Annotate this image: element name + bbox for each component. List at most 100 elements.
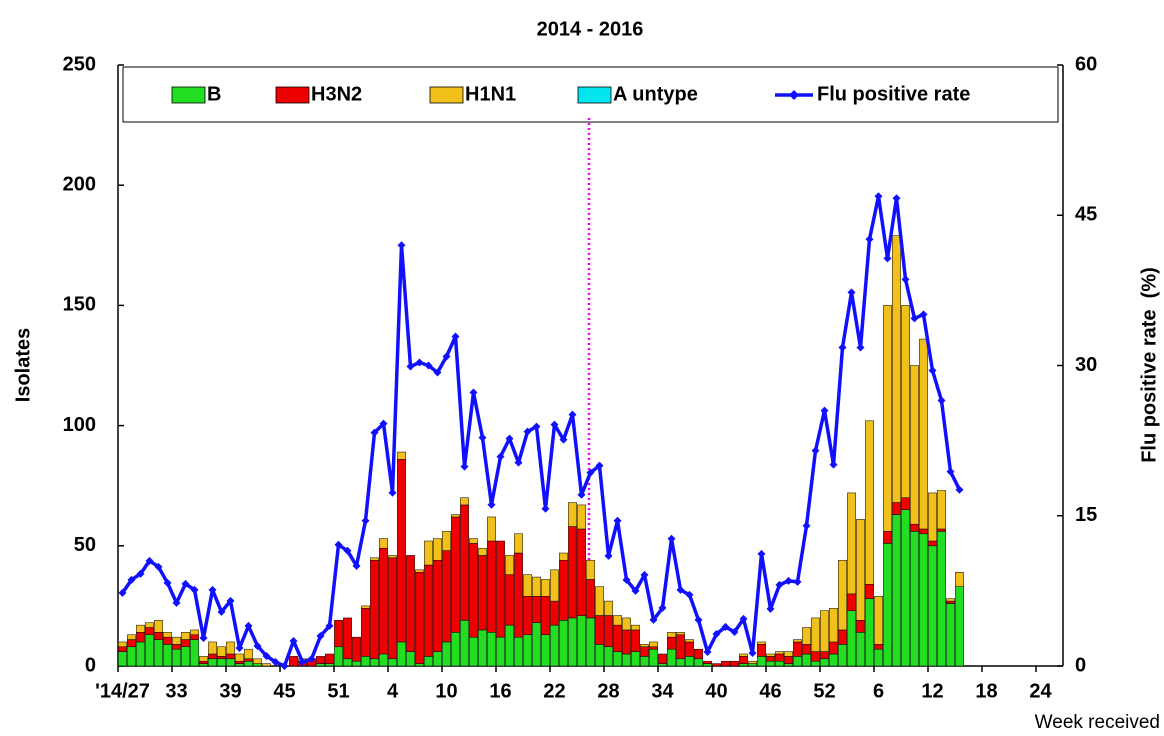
bar-segment xyxy=(613,624,622,652)
bar-segment xyxy=(928,545,937,667)
rate-marker xyxy=(541,504,550,513)
rate-marker xyxy=(199,633,208,642)
rate-marker xyxy=(802,521,811,530)
bar-segment xyxy=(820,610,829,652)
bar-segment xyxy=(172,636,181,645)
legend-label: B xyxy=(207,83,221,105)
bar-segment xyxy=(748,663,757,667)
bar-segment xyxy=(829,608,838,643)
bar-segment xyxy=(433,651,442,667)
rate-marker xyxy=(298,657,307,666)
bar-segment xyxy=(217,646,226,657)
bar-segment xyxy=(856,632,865,667)
rate-marker xyxy=(118,588,127,597)
rate-marker xyxy=(163,578,172,587)
bar-segment xyxy=(514,552,523,638)
rate-marker xyxy=(262,651,271,660)
x-tick-label: 16 xyxy=(489,680,511,702)
bar-segment xyxy=(901,509,910,667)
bar-segment xyxy=(694,658,703,667)
bar-segment xyxy=(595,644,604,667)
bar-segment xyxy=(928,540,937,547)
bar-segment xyxy=(595,615,604,645)
bar-segment xyxy=(766,660,775,667)
bar-segment xyxy=(649,648,658,667)
rate-marker xyxy=(676,585,685,594)
y-tick-label: 150 xyxy=(63,294,96,316)
bar-segment xyxy=(676,658,685,667)
bar-segment xyxy=(604,646,613,667)
bar-segment xyxy=(559,559,568,621)
bar-segment xyxy=(775,651,784,655)
bar-segment xyxy=(541,579,550,597)
bar-segment xyxy=(667,636,676,650)
rate-marker xyxy=(721,622,730,631)
bar-segment xyxy=(397,641,406,667)
bar-segment xyxy=(910,365,919,525)
y2-axis-title: Flu positive rate (%) xyxy=(1138,267,1160,463)
x-tick-label: 6 xyxy=(873,680,884,702)
bar-segment xyxy=(595,586,604,616)
rate-marker xyxy=(145,556,154,565)
bar-segment xyxy=(199,660,208,664)
bar-segment xyxy=(460,620,469,667)
bar-segment xyxy=(163,632,172,638)
bar-segment xyxy=(181,632,190,640)
bar-segment xyxy=(586,579,595,619)
rate-marker xyxy=(640,570,649,579)
legend-swatch xyxy=(171,86,206,104)
bar-segment xyxy=(685,641,694,657)
rate-marker xyxy=(406,362,415,371)
bar-segment xyxy=(145,627,154,635)
bar-segment xyxy=(532,622,541,667)
bar-segment xyxy=(901,305,910,498)
bar-segment xyxy=(874,644,883,650)
bar-segment xyxy=(406,651,415,667)
bar-segment xyxy=(379,538,388,549)
x-tick-label: 39 xyxy=(219,680,241,702)
bar-segment xyxy=(577,528,586,616)
x-tick-label: 10 xyxy=(435,680,457,702)
bar-segment xyxy=(640,656,649,667)
rate-marker xyxy=(253,641,262,650)
bar-segment xyxy=(784,651,793,657)
x-tick-label: 28 xyxy=(597,680,619,702)
bar-segment xyxy=(928,492,937,542)
bar-segment xyxy=(667,632,676,638)
bar-segment xyxy=(649,646,658,650)
bar-segment xyxy=(154,632,163,640)
bar-segment xyxy=(793,639,802,643)
bar-segment xyxy=(253,663,262,667)
bar-segment xyxy=(487,516,496,542)
rate-marker xyxy=(649,615,658,624)
rate-marker xyxy=(316,631,325,640)
bar-segment xyxy=(415,663,424,667)
bar-segment xyxy=(883,531,892,544)
x-tick-label: 12 xyxy=(921,680,943,702)
bar-segment xyxy=(397,459,406,643)
rate-marker xyxy=(343,546,352,555)
bar-segment xyxy=(703,660,712,664)
rate-marker xyxy=(604,551,613,560)
rate-marker xyxy=(892,194,901,203)
x-tick-label: 51 xyxy=(327,680,349,702)
bar-segment xyxy=(343,617,352,660)
bar-segment xyxy=(748,660,757,664)
bar-segment xyxy=(802,627,811,645)
bar-segment xyxy=(424,564,433,657)
bar-segment xyxy=(334,646,343,667)
bar-segment xyxy=(127,646,136,667)
x-tick-label: 18 xyxy=(975,680,997,702)
y-tick-label: 0 xyxy=(85,654,96,676)
bar-segment xyxy=(901,497,910,510)
rate-marker xyxy=(487,500,496,509)
bar-segment xyxy=(811,651,820,662)
rate-marker xyxy=(478,433,487,442)
bar-segment xyxy=(262,663,271,667)
bar-segment xyxy=(253,658,262,664)
bar-segment xyxy=(118,646,127,652)
bar-segment xyxy=(514,636,523,667)
rate-marker xyxy=(451,332,460,341)
rate-marker xyxy=(208,585,217,594)
bar-segment xyxy=(838,559,847,631)
